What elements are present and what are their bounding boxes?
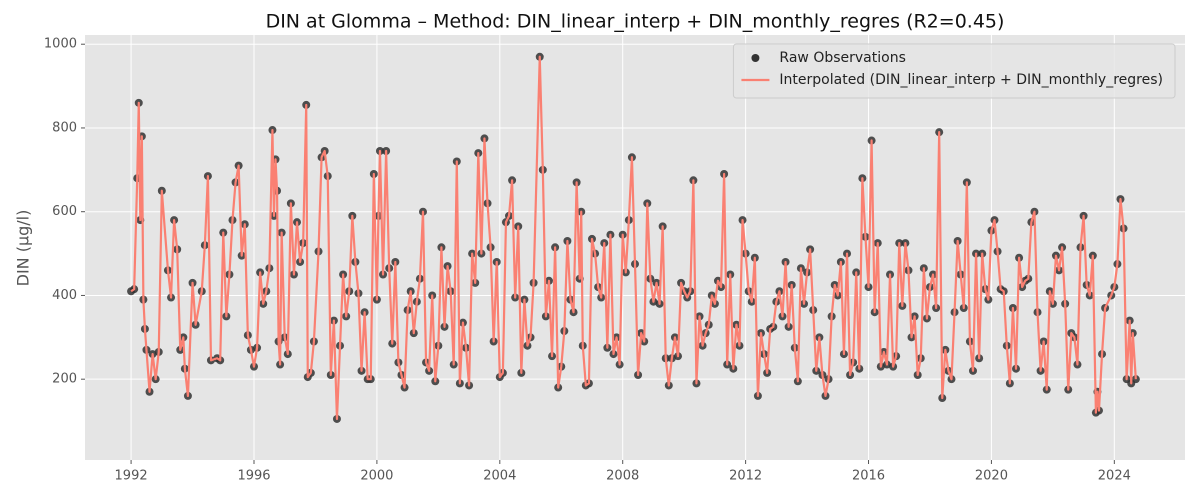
legend-box xyxy=(732,43,1176,99)
chart-title: DIN at Glomma – Method: DIN_linear_inter… xyxy=(266,11,1005,33)
y-tick-label: 800 xyxy=(52,120,77,135)
axes: 200 400 600 800 1000 1992 1996 2000 2004 2008 2012… xyxy=(44,37,1131,484)
y-axis-label: DIN (µg/l) xyxy=(14,210,33,287)
legend-label: Raw Observations xyxy=(779,50,905,66)
marks xyxy=(127,52,1140,423)
x-tick-label: 2008 xyxy=(606,469,639,484)
x-tick-label: 2020 xyxy=(975,469,1008,484)
x-tick-label: 2004 xyxy=(483,469,516,484)
data-line xyxy=(130,55,1137,421)
x-tick-label: 2024 xyxy=(1098,469,1131,484)
y-tick-label: 600 xyxy=(52,204,77,219)
x-tick-label: 2000 xyxy=(360,469,393,484)
y-tick-label: 1000 xyxy=(44,37,77,52)
x-tick-label: 2016 xyxy=(852,469,885,484)
y-tick-label: 200 xyxy=(52,372,77,387)
y-tick-label: 400 xyxy=(52,288,77,303)
legend-label: Interpolated (DIN_linear_interp + DIN_mo… xyxy=(779,72,1163,88)
legend-marker xyxy=(751,54,760,62)
x-tick-label: 1996 xyxy=(237,469,270,484)
x-tick-label: 1992 xyxy=(115,469,148,484)
legend: Raw Observations Interpolated (DIN_linear… xyxy=(732,43,1176,99)
x-tick-label: 2012 xyxy=(729,469,762,484)
